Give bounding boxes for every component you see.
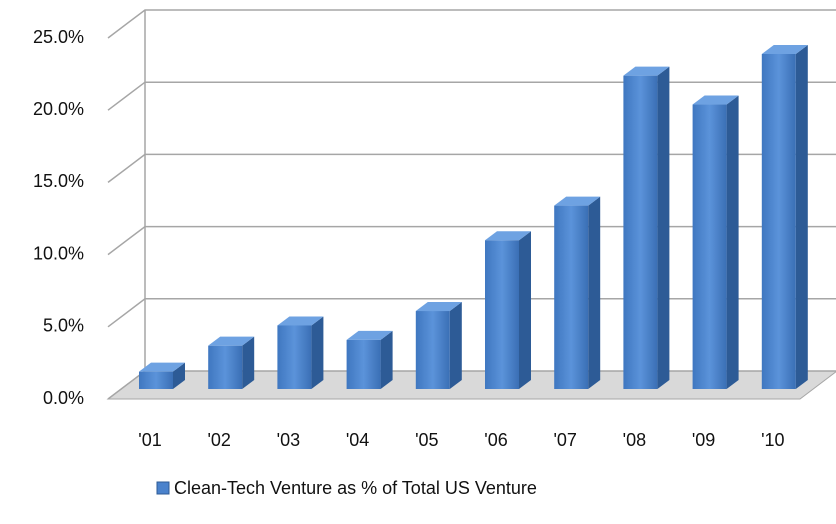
- x-tick-label: '01: [138, 430, 161, 450]
- bar-side: [657, 66, 670, 389]
- bar-side: [311, 316, 324, 389]
- grid-line: [107, 225, 836, 256]
- legend-label: Clean-Tech Venture as % of Total US Vent…: [174, 478, 537, 498]
- bar-front: [277, 325, 312, 389]
- bar-top: [485, 231, 531, 241]
- y-tick-label: 5.0%: [43, 316, 84, 336]
- bar-top: [139, 362, 185, 372]
- bar-side: [449, 302, 462, 389]
- bar-side: [173, 362, 185, 389]
- bar-front: [761, 53, 796, 389]
- bar-front: [554, 205, 589, 389]
- grid-line: [107, 298, 836, 328]
- bar-top: [692, 95, 739, 105]
- bar: [623, 66, 670, 389]
- bar-top: [208, 336, 255, 346]
- bar: [415, 302, 462, 389]
- x-tick-label: '03: [277, 430, 300, 450]
- bar-front: [623, 75, 658, 389]
- bar: [208, 336, 255, 389]
- y-tick-label: 20.0%: [33, 99, 84, 119]
- y-tick-label: 25.0%: [33, 27, 84, 47]
- grid-line: [107, 81, 836, 111]
- grid-line: [107, 153, 836, 183]
- x-tick-label: '08: [623, 430, 646, 450]
- grid-line: [107, 9, 836, 39]
- y-tick-label: 0.0%: [43, 388, 84, 408]
- bar-side: [380, 330, 393, 389]
- bar-top: [346, 330, 393, 340]
- bar-side: [519, 231, 531, 389]
- bar-side: [242, 336, 255, 389]
- y-tick-label: 10.0%: [33, 243, 84, 263]
- bar-side: [588, 196, 601, 389]
- bar: [692, 95, 739, 390]
- bar-front: [415, 311, 450, 389]
- bar-top: [554, 196, 601, 206]
- bar-front: [346, 339, 381, 389]
- x-tick-label: '06: [484, 430, 507, 450]
- bar-front: [139, 371, 173, 389]
- bar: [485, 231, 531, 389]
- x-tick-label: '10: [761, 430, 784, 450]
- bar-side: [726, 95, 739, 390]
- x-tick-label: '09: [692, 430, 715, 450]
- bar-front: [208, 345, 243, 389]
- bar-front: [485, 240, 519, 389]
- bar: [139, 362, 185, 389]
- bar: [554, 196, 601, 389]
- bar-top: [415, 302, 462, 312]
- x-tick-label: '05: [415, 430, 438, 450]
- bar-top: [277, 316, 324, 326]
- bar-top: [623, 66, 670, 76]
- bar: [761, 44, 808, 389]
- x-tick-label: '04: [346, 430, 369, 450]
- bar-front: [692, 104, 727, 390]
- bar: [277, 316, 324, 389]
- x-tick-label: '02: [207, 430, 230, 450]
- x-tick-label: '07: [553, 430, 576, 450]
- bar-side: [795, 44, 808, 389]
- y-tick-label: 15.0%: [33, 171, 84, 191]
- bar: [346, 330, 393, 389]
- legend-swatch: [156, 481, 170, 495]
- bar-top: [761, 44, 808, 54]
